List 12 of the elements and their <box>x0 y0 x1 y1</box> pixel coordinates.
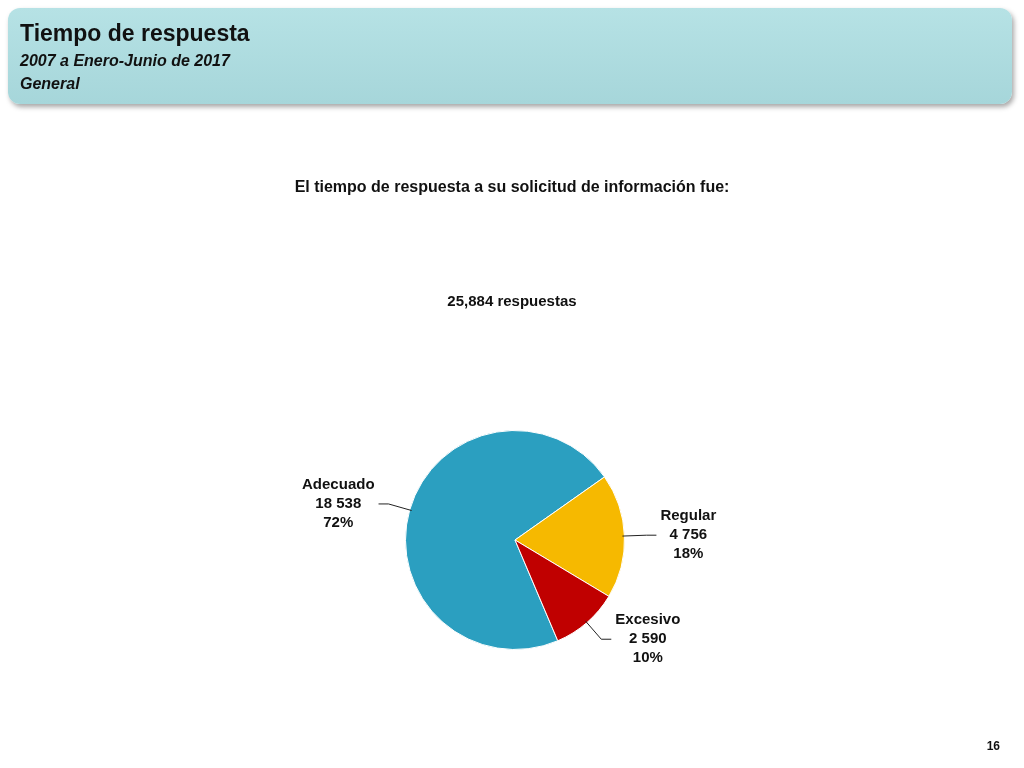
slice-label: Adecuado <box>302 475 375 493</box>
text: 25,884 respuestas <box>447 292 577 309</box>
data-label: 4 756 18% <box>669 525 708 562</box>
text: 2007 a Enero-Junio de 2017 <box>20 52 230 70</box>
text: General <box>20 75 80 93</box>
data-label: 2 590 10% <box>629 629 667 666</box>
text: 16 <box>986 739 1000 753</box>
slice-label: Regular <box>660 506 717 524</box>
text: El tiempo de respuesta a su solicitud de información fue: <box>294 178 730 196</box>
chart-title: Tiempo de respuesta <box>20 20 250 47</box>
data-label: 18 538 72% <box>315 494 362 531</box>
slice-label: Excesivo <box>615 610 681 628</box>
